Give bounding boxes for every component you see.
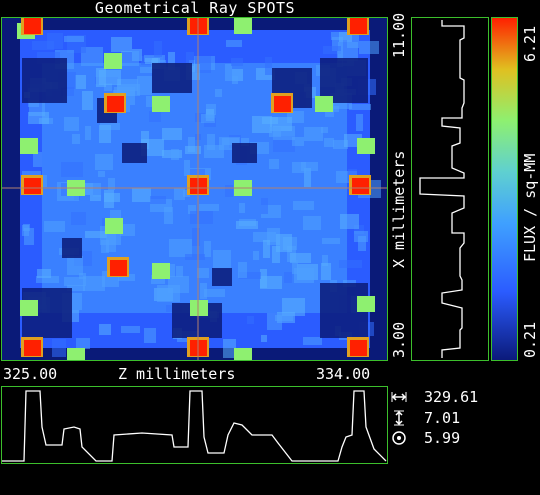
x-axis-title: Z millimeters <box>118 365 236 383</box>
y-axis-max-label: 11.00 <box>390 12 408 58</box>
colorbar-title: FLUX / sq-MM <box>521 153 539 262</box>
colorbar-min-label: 0.21 <box>521 321 539 358</box>
vertical-arrows-icon <box>394 410 404 426</box>
plot-title: Geometrical Ray SPOTS <box>94 0 296 17</box>
vertical-profile-plot[interactable] <box>411 17 489 361</box>
spot-map-image <box>2 18 387 360</box>
stat-z-value: 329.61 <box>424 388 479 406</box>
horizontal-profile-plot[interactable] <box>1 386 388 464</box>
colorbar <box>491 17 518 361</box>
x-axis-max-label: 334.00 <box>316 365 371 383</box>
colorbar-max-label: 6.21 <box>521 25 539 62</box>
horizontal-arrows-icon <box>391 392 407 402</box>
stat-x-value: 7.01 <box>424 409 461 427</box>
y-axis-title: X millimeters <box>390 150 408 268</box>
y-axis-min-label: 3.00 <box>390 321 408 358</box>
target-circle-icon <box>392 431 406 445</box>
horizontal-profile-line <box>2 390 387 462</box>
vertical-profile-line <box>419 20 465 358</box>
stat-flux-value: 5.99 <box>424 429 461 447</box>
spot-map-plot[interactable] <box>1 17 388 361</box>
x-axis-min-label: 325.00 <box>3 365 58 383</box>
